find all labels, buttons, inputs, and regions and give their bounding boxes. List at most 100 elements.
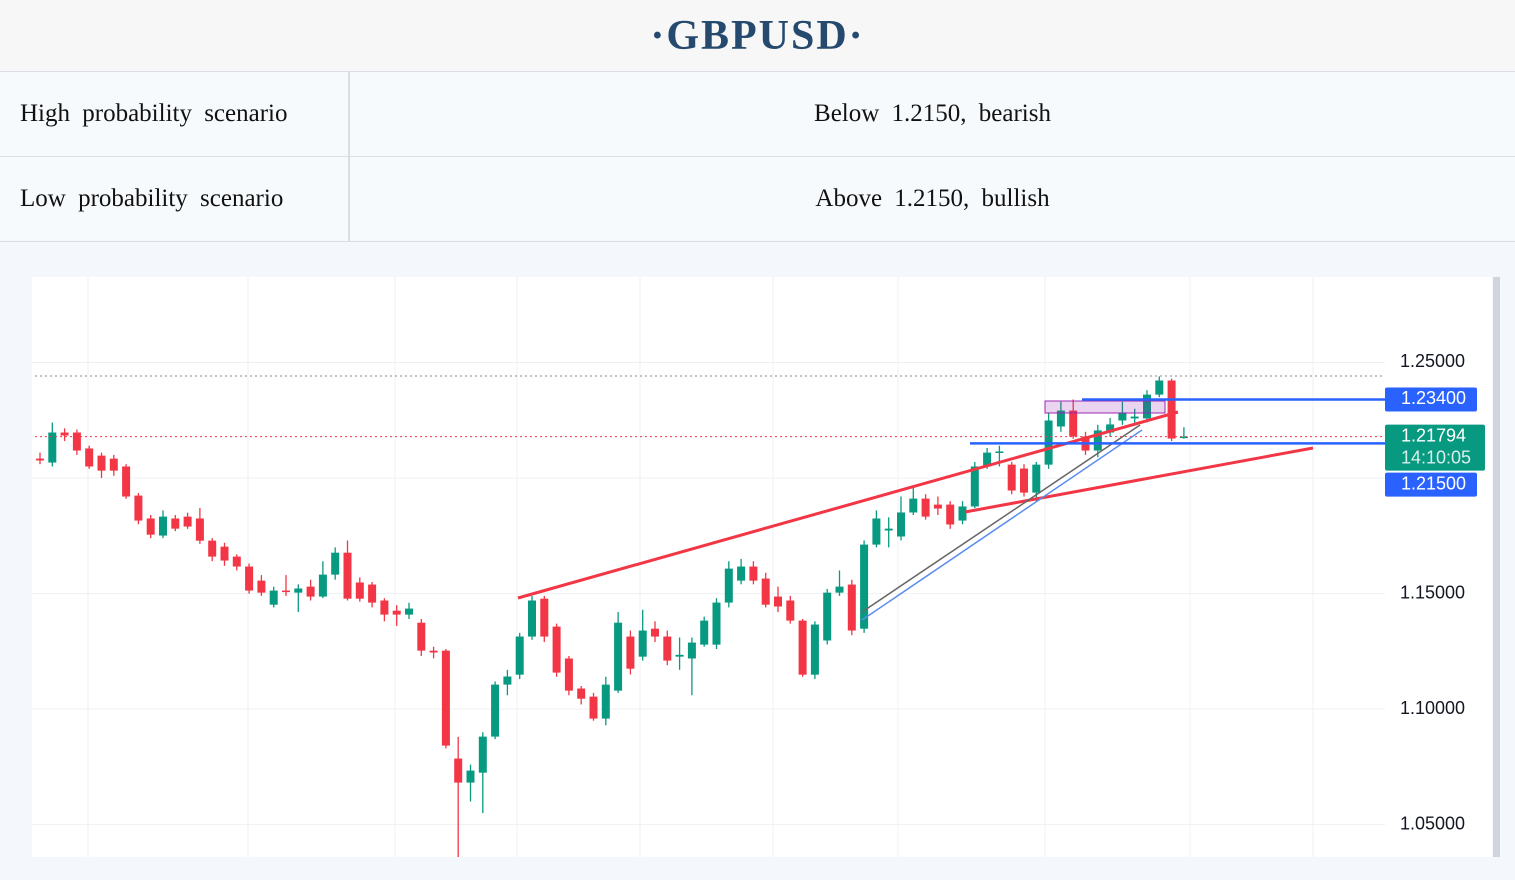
cell: Below 1.2150, bearish xyxy=(814,100,1051,127)
title: ·GBPUSD· xyxy=(650,12,865,59)
candle-body xyxy=(195,518,204,541)
candle-body xyxy=(1044,420,1053,465)
cell: High probability scenario xyxy=(0,72,350,156)
candle-body xyxy=(564,658,573,691)
candle-body xyxy=(134,495,143,521)
candle-body xyxy=(183,516,192,527)
price-label: 1.21794 xyxy=(1401,425,1466,445)
candle-body xyxy=(122,466,131,497)
candle-body xyxy=(159,516,167,536)
price-label-box xyxy=(1385,424,1485,471)
candle-body xyxy=(417,622,426,651)
zone xyxy=(1044,400,1166,414)
y-tick-label: 1.05000 xyxy=(1400,813,1465,833)
candle-body xyxy=(515,636,524,675)
trendline xyxy=(517,410,1179,600)
trendline xyxy=(861,429,1143,621)
candle-body xyxy=(884,528,893,531)
candle-body xyxy=(1118,412,1127,421)
candle-body xyxy=(540,598,549,637)
candle-body xyxy=(687,642,696,659)
candle-body xyxy=(146,518,155,535)
candle-body xyxy=(1020,468,1028,493)
candle-body xyxy=(405,608,413,615)
candle-body xyxy=(1081,436,1090,451)
y-tick-label: 1.25000 xyxy=(1400,351,1465,371)
candle-body xyxy=(380,600,389,615)
candle-body xyxy=(368,584,377,603)
candle-body xyxy=(700,620,709,645)
candle-body xyxy=(355,582,364,599)
candle-body xyxy=(466,770,475,783)
price-label: 1.21500 xyxy=(1401,473,1466,493)
candle-body xyxy=(1056,410,1065,427)
candle-body xyxy=(171,518,180,529)
candle-body xyxy=(946,504,955,525)
candle-body xyxy=(491,684,500,737)
candle-body xyxy=(245,566,254,591)
candle-body xyxy=(798,620,807,675)
candle-body xyxy=(651,628,659,637)
candle-body xyxy=(1143,394,1151,419)
candle-body xyxy=(872,518,881,545)
candle-body xyxy=(860,544,869,629)
candle-body xyxy=(441,650,450,746)
scrollbar xyxy=(1493,277,1500,857)
candle-body xyxy=(478,736,487,773)
candle-body xyxy=(1032,464,1041,493)
candle-body xyxy=(331,552,340,575)
trendline xyxy=(964,446,1314,514)
candle-body xyxy=(921,498,930,517)
candle-body xyxy=(958,506,967,521)
candle-body xyxy=(933,504,942,509)
candle-body xyxy=(897,512,905,537)
candle-body xyxy=(761,578,770,605)
candle-body xyxy=(306,586,315,597)
candle-body xyxy=(638,630,647,657)
price-label: 1.23400 xyxy=(1401,388,1466,408)
candle-body xyxy=(1167,380,1176,439)
candle-body xyxy=(786,600,795,621)
candle-body xyxy=(810,624,819,675)
candle-body xyxy=(97,455,106,471)
price-label-box xyxy=(1385,472,1477,497)
table-row: High probability scenario Below 1.2150, … xyxy=(0,72,1515,157)
candle-body xyxy=(85,448,94,467)
candle-body xyxy=(552,626,561,673)
candle-body xyxy=(528,600,536,637)
candle-body xyxy=(995,451,1004,453)
y-tick-label: 1.10000 xyxy=(1400,698,1465,718)
candle-body xyxy=(282,590,290,593)
candle-body xyxy=(835,586,844,593)
candle-body xyxy=(1130,416,1139,419)
candle-body xyxy=(614,622,623,691)
candle-body xyxy=(983,452,992,467)
candle-body xyxy=(318,574,327,597)
grid xyxy=(32,361,1385,826)
candle-body xyxy=(269,590,278,605)
cell: Low probability scenario xyxy=(0,157,350,241)
candle-body xyxy=(823,592,832,641)
candle-body xyxy=(675,654,684,657)
candle-body xyxy=(749,566,758,581)
price-label-time: 14:10:05 xyxy=(1401,447,1471,467)
candle-body xyxy=(589,696,598,719)
trendline xyxy=(861,424,1141,613)
candle-body xyxy=(232,556,241,567)
candle-body xyxy=(626,636,635,669)
candle-body xyxy=(220,546,229,561)
candle-body xyxy=(60,432,69,436)
vertical-grid xyxy=(32,277,1385,857)
candle-body xyxy=(909,498,918,513)
candle-body xyxy=(454,758,463,783)
candle-body xyxy=(601,684,610,719)
candle-body xyxy=(257,580,266,593)
candle-body xyxy=(1155,380,1164,395)
candle-body xyxy=(392,610,401,615)
candle-body xyxy=(737,566,746,581)
candle-body xyxy=(109,458,118,471)
table-row: Low probability scenario Above 1.2150, b… xyxy=(0,157,1515,242)
candle-body xyxy=(577,688,586,699)
y-tick-label: 1.15000 xyxy=(1400,582,1465,602)
